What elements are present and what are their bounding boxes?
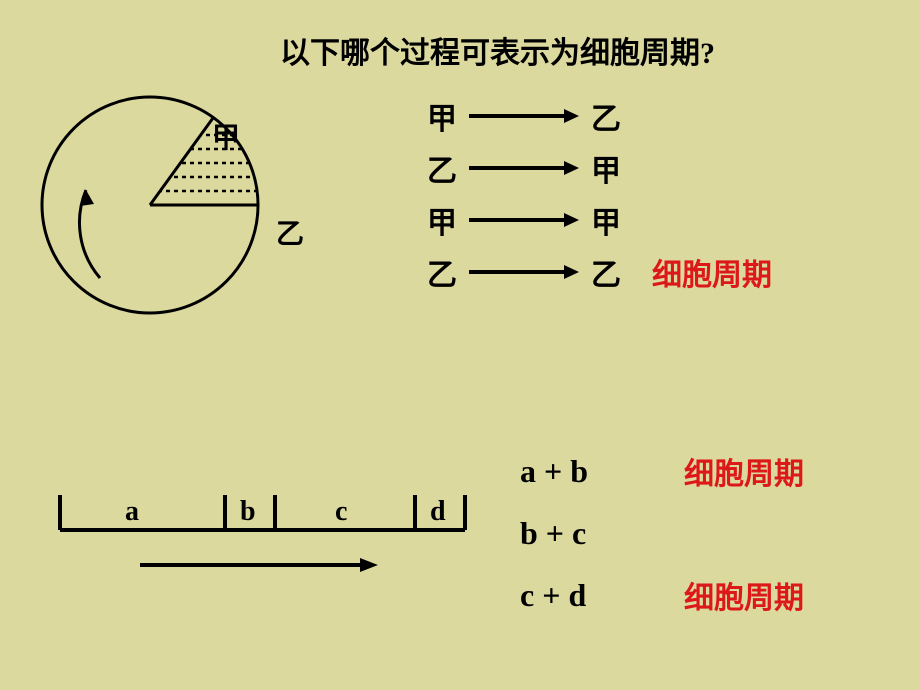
option-row: 乙 甲 <box>420 142 772 194</box>
option-answer: 细胞周期 <box>652 250 772 294</box>
segment-label-a: a <box>125 496 139 528</box>
expr-text: c + d <box>520 577 660 614</box>
label-yi: 乙 <box>276 212 304 252</box>
expr-text: b + c <box>520 515 660 552</box>
arrow-icon <box>464 205 584 235</box>
segment-label-d: d <box>430 496 446 528</box>
expr-text: a + b <box>520 453 660 490</box>
label-jia: 甲 <box>212 116 240 156</box>
option-row: 乙 乙 细胞周期 <box>420 246 772 298</box>
expr-answer: 细胞周期 <box>684 449 804 493</box>
option-row: 甲 乙 <box>420 90 772 142</box>
option-to: 甲 <box>584 146 628 190</box>
segment-label-c: c <box>335 496 347 528</box>
circle-diagram: 甲 乙 <box>20 60 280 320</box>
expr-row: a + b 细胞周期 <box>520 440 804 502</box>
arrow-icon <box>464 257 584 287</box>
expr-row: b + c <box>520 502 804 564</box>
timeline-diagram: a b c d <box>50 480 470 600</box>
option-row: 甲 甲 <box>420 194 772 246</box>
expr-row: c + d 细胞周期 <box>520 564 804 626</box>
expression-options: a + b 细胞周期 b + c c + d 细胞周期 <box>520 440 804 626</box>
question-title: 以下哪个过程可表示为细胞周期? <box>280 28 715 72</box>
option-to: 乙 <box>584 94 628 138</box>
option-from: 甲 <box>420 198 464 242</box>
option-to: 甲 <box>584 198 628 242</box>
arrow-icon <box>464 153 584 183</box>
option-from: 乙 <box>420 250 464 294</box>
arrow-options: 甲 乙 乙 甲 甲 甲 乙 乙 细胞周期 <box>420 90 772 298</box>
option-to: 乙 <box>584 250 628 294</box>
segment-label-b: b <box>240 496 256 528</box>
expr-answer: 细胞周期 <box>684 573 804 617</box>
option-from: 乙 <box>420 146 464 190</box>
option-from: 甲 <box>420 94 464 138</box>
arrow-icon <box>464 101 584 131</box>
